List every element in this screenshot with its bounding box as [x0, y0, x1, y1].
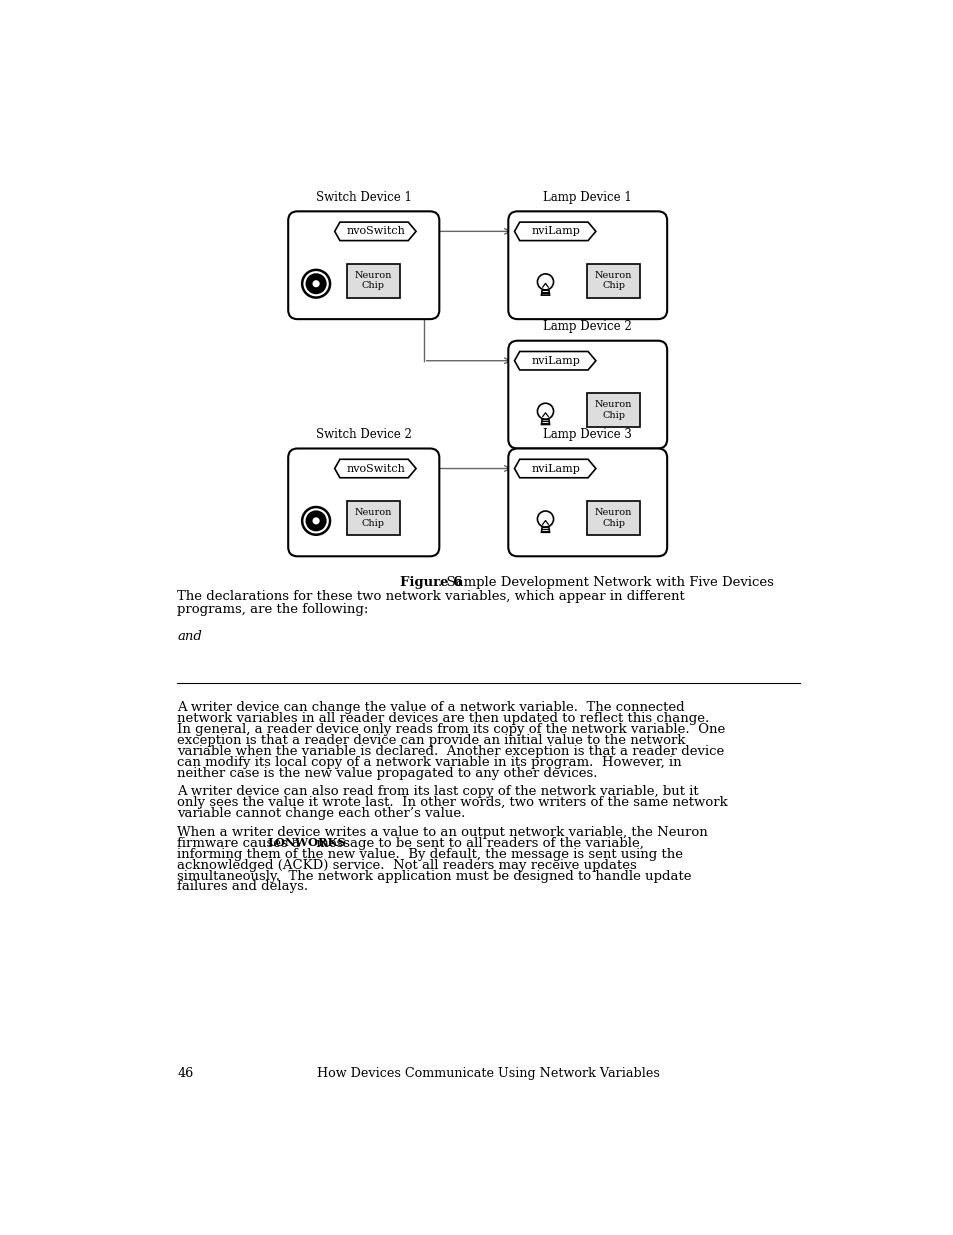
Text: Neuron
Chip: Neuron Chip — [595, 270, 632, 290]
Text: In general, a reader device only reads from its copy of the network variable.  O: In general, a reader device only reads f… — [177, 722, 725, 736]
Text: and: and — [177, 630, 202, 643]
Circle shape — [307, 274, 325, 293]
Text: Figure 6: Figure 6 — [399, 577, 461, 589]
Polygon shape — [335, 459, 416, 478]
FancyBboxPatch shape — [347, 501, 399, 535]
Text: nvoSwitch: nvoSwitch — [346, 463, 405, 473]
Text: programs, are the following:: programs, are the following: — [177, 603, 369, 615]
Text: variable cannot change each other’s value.: variable cannot change each other’s valu… — [177, 808, 465, 820]
Circle shape — [537, 403, 553, 419]
Text: 46: 46 — [177, 1067, 193, 1079]
Text: Switch Device 2: Switch Device 2 — [315, 427, 412, 441]
Text: Switch Device 1: Switch Device 1 — [315, 190, 412, 204]
Text: message to be sent to all readers of the variable,: message to be sent to all readers of the… — [312, 837, 643, 850]
Text: nviLamp: nviLamp — [531, 463, 579, 473]
FancyBboxPatch shape — [587, 393, 639, 427]
Polygon shape — [335, 222, 416, 241]
Text: How Devices Communicate Using Network Variables: How Devices Communicate Using Network Va… — [317, 1067, 659, 1079]
Circle shape — [537, 511, 553, 527]
FancyBboxPatch shape — [288, 448, 439, 556]
FancyBboxPatch shape — [508, 448, 666, 556]
Text: nvoSwitch: nvoSwitch — [346, 226, 405, 236]
FancyBboxPatch shape — [508, 211, 666, 319]
Circle shape — [311, 279, 320, 288]
Text: LONWORKS: LONWORKS — [267, 837, 346, 847]
FancyBboxPatch shape — [587, 501, 639, 535]
Circle shape — [537, 274, 553, 290]
FancyBboxPatch shape — [288, 211, 439, 319]
Text: The declarations for these two network variables, which appear in different: The declarations for these two network v… — [177, 590, 684, 603]
Text: nviLamp: nviLamp — [531, 226, 579, 236]
FancyBboxPatch shape — [587, 264, 639, 298]
Text: Neuron
Chip: Neuron Chip — [355, 270, 392, 290]
Text: Lamp Device 3: Lamp Device 3 — [542, 427, 632, 441]
FancyBboxPatch shape — [347, 264, 399, 298]
Text: A writer device can change the value of a network variable.  The connected: A writer device can change the value of … — [177, 701, 684, 714]
Polygon shape — [541, 527, 549, 532]
Text: nviLamp: nviLamp — [531, 356, 579, 366]
Text: failures and delays.: failures and delays. — [177, 881, 308, 893]
Text: Neuron
Chip: Neuron Chip — [595, 400, 632, 420]
Text: When a writer device writes a value to an output network variable, the Neuron: When a writer device writes a value to a… — [177, 826, 707, 839]
Text: informing them of the new value.  By default, the message is sent using the: informing them of the new value. By defa… — [177, 847, 682, 861]
Circle shape — [311, 516, 320, 526]
Text: simultaneously.  The network application must be designed to handle update: simultaneously. The network application … — [177, 869, 691, 883]
Text: network variables in all reader devices are then updated to reflect this change.: network variables in all reader devices … — [177, 713, 709, 725]
Polygon shape — [541, 290, 549, 295]
Text: neither case is the new value propagated to any other devices.: neither case is the new value propagated… — [177, 767, 598, 779]
Circle shape — [307, 511, 325, 530]
Text: exception is that a reader device can provide an initial value to the network: exception is that a reader device can pr… — [177, 734, 685, 747]
Text: Lamp Device 2: Lamp Device 2 — [543, 320, 632, 333]
Text: . Sample Development Network with Five Devices: . Sample Development Network with Five D… — [437, 577, 773, 589]
Circle shape — [302, 270, 330, 298]
Polygon shape — [514, 459, 596, 478]
Text: Lamp Device 1: Lamp Device 1 — [543, 190, 632, 204]
Polygon shape — [541, 420, 549, 425]
Text: acknowledged (ACKD) service.  Not all readers may receive updates: acknowledged (ACKD) service. Not all rea… — [177, 858, 637, 872]
Text: A writer device can also read from its last copy of the network variable, but it: A writer device can also read from its l… — [177, 785, 699, 798]
FancyBboxPatch shape — [508, 341, 666, 448]
Text: variable when the variable is declared.  Another exception is that a reader devi: variable when the variable is declared. … — [177, 745, 724, 758]
Polygon shape — [514, 352, 596, 370]
Text: only sees the value it wrote last.  In other words, two writers of the same netw: only sees the value it wrote last. In ot… — [177, 797, 727, 809]
Text: Neuron
Chip: Neuron Chip — [355, 508, 392, 527]
Polygon shape — [514, 222, 596, 241]
Circle shape — [302, 508, 330, 535]
Text: firmware causes a: firmware causes a — [177, 837, 304, 850]
Text: Neuron
Chip: Neuron Chip — [595, 508, 632, 527]
Text: can modify its local copy of a network variable in its program.  However, in: can modify its local copy of a network v… — [177, 756, 681, 768]
